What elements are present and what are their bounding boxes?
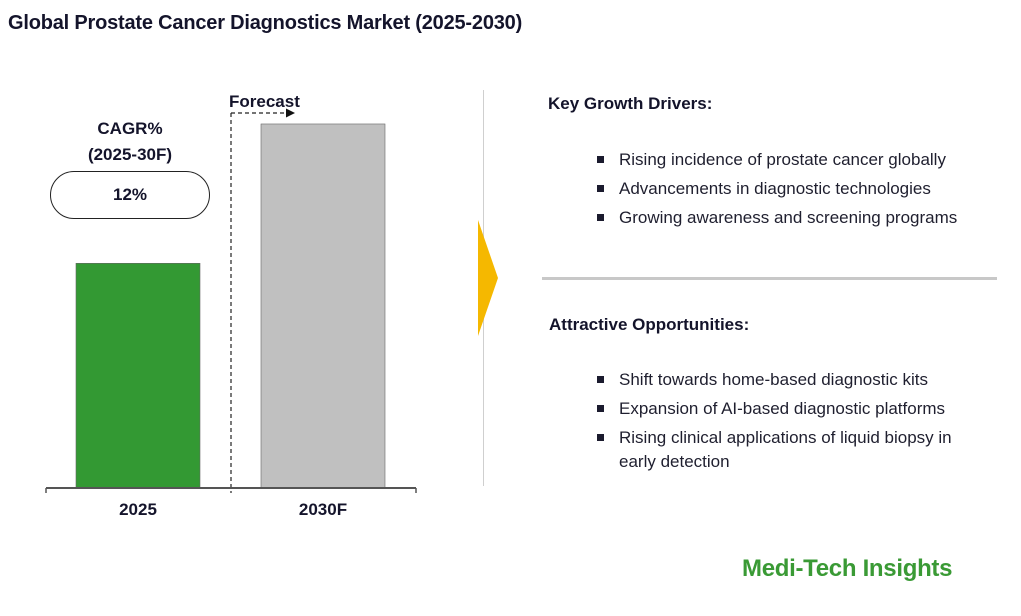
list-item: Shift towards home-based diagnostic kits: [596, 368, 991, 392]
bullet-square-icon: [597, 214, 604, 221]
bar-group: [75, 123, 386, 489]
attractive-opportunities-list: Shift towards home-based diagnostic kits…: [596, 368, 991, 479]
bullet-square-icon: [597, 434, 604, 441]
bar-chart: 2025 2030F: [45, 108, 417, 519]
list-item: Rising incidence of prostate cancer glob…: [596, 148, 991, 172]
bullet-square-icon: [597, 405, 604, 412]
attractive-opportunities-heading: Attractive Opportunities:: [549, 315, 750, 334]
key-growth-drivers-list: Rising incidence of prostate cancer glob…: [596, 148, 991, 235]
cagr-label-line2: (2025-30F): [87, 145, 173, 164]
bullet-square-icon: [597, 185, 604, 192]
cagr-label: CAGR% (2025-30F): [60, 116, 200, 168]
list-item: Rising clinical applications of liquid b…: [596, 426, 991, 474]
page-title: Global Prostate Cancer Diagnostics Marke…: [8, 12, 523, 34]
right-arrow-icon: [478, 220, 498, 336]
bullet-square-icon: [597, 376, 604, 383]
company-logo: Medi-Tech Insights: [742, 555, 953, 582]
bar-2030f: [260, 123, 386, 489]
key-growth-drivers-heading: Key Growth Drivers:: [548, 94, 713, 113]
x-tick-label-2025: 2025: [119, 500, 157, 519]
bullet-square-icon: [597, 156, 604, 163]
bar-2025: [75, 262, 201, 489]
list-item: Advancements in diagnostic technologies: [596, 177, 991, 201]
x-tick-labels: 2025 2030F: [119, 500, 347, 519]
section-divider: [542, 277, 997, 280]
forecast-label: Forecast: [229, 92, 300, 111]
cagr-label-line1: CAGR%: [97, 119, 163, 138]
list-item: Growing awareness and screening programs: [596, 206, 991, 230]
forecast-arrowhead: [286, 108, 295, 118]
list-item: Expansion of AI-based diagnostic platfor…: [596, 397, 991, 421]
cagr-value-badge: 12%: [50, 171, 210, 219]
x-tick-label-2030f: 2030F: [299, 500, 347, 519]
